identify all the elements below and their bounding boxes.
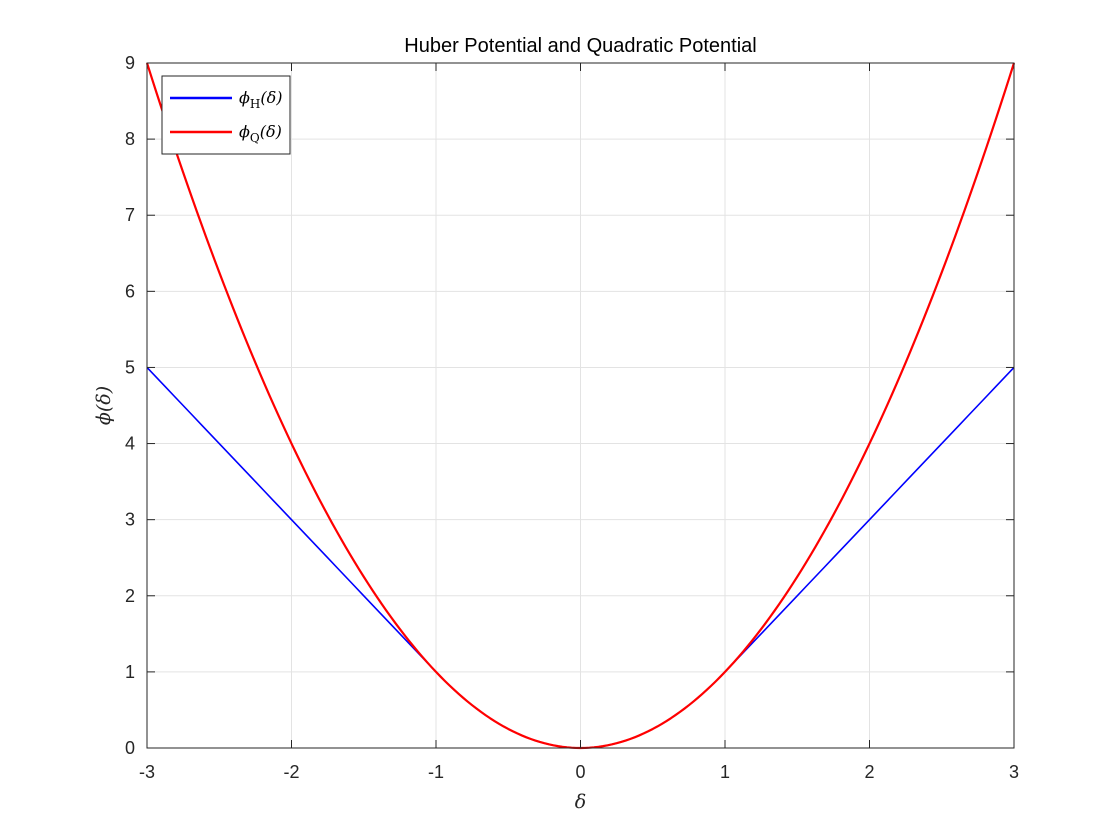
y-tick-label: 8 (125, 129, 135, 149)
y-tick-label: 4 (125, 434, 135, 454)
legend-label-symbol: ϕ (239, 88, 250, 107)
legend-label-argument: (δ) (260, 122, 282, 141)
chart-title: Huber Potential and Quadratic Potential (404, 35, 756, 57)
x-tick-label: 2 (864, 762, 874, 782)
y-tick-label: 6 (125, 281, 135, 301)
legend-label: ϕQ(δ) (239, 122, 282, 145)
y-tick-label: 2 (125, 586, 135, 606)
x-tick-label: 3 (1009, 762, 1019, 782)
legend-label: ϕH(δ) (239, 88, 283, 111)
y-tick-label: 1 (125, 662, 135, 682)
y-tick-label: 9 (125, 53, 135, 73)
x-tick-label: -3 (139, 762, 155, 782)
y-tick-label: 3 (125, 510, 135, 530)
x-tick-label: 1 (720, 762, 730, 782)
legend-label-subscript: H (250, 97, 260, 111)
y-tick-label: 0 (125, 738, 135, 758)
legend-label-subscript: Q (250, 131, 260, 145)
legend: ϕH(δ)ϕQ(δ) (161, 75, 291, 155)
x-tick-label: 0 (575, 762, 585, 782)
x-tick-label: -2 (283, 762, 299, 782)
y-tick-label: 5 (125, 357, 135, 377)
legend-label-argument: (δ) (260, 88, 282, 107)
x-axis-label: δ (575, 791, 586, 813)
y-tick-label: 7 (125, 205, 135, 225)
legend-label-symbol: ϕ (239, 122, 250, 141)
y-axis-label: ϕ(δ) (93, 386, 115, 425)
axis-ticks: -3 -2 -1 0 1 2 3 0 1 2 3 4 5 6 7 8 9 (125, 53, 1019, 782)
x-tick-label: -1 (428, 762, 444, 782)
legend-box (161, 75, 291, 155)
